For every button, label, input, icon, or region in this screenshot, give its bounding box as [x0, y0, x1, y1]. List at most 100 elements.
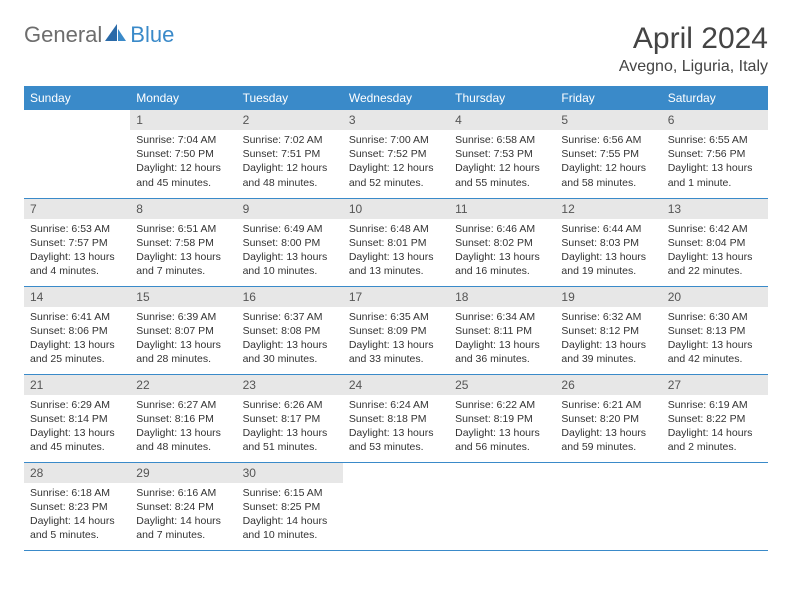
calendar-cell: 23Sunrise: 6:26 AMSunset: 8:17 PMDayligh… — [237, 374, 343, 462]
daylight-text: Daylight: 14 hours — [668, 426, 762, 440]
daylight-text: Daylight: 13 hours — [243, 250, 337, 264]
sunrise-text: Sunrise: 6:18 AM — [30, 486, 124, 500]
daylight-text: and 52 minutes. — [349, 176, 443, 190]
sunrise-text: Sunrise: 7:00 AM — [349, 133, 443, 147]
day-body: Sunrise: 6:49 AMSunset: 8:00 PMDaylight:… — [237, 219, 343, 285]
calendar-cell — [24, 110, 130, 198]
daylight-text: Daylight: 12 hours — [243, 161, 337, 175]
sunrise-text: Sunrise: 6:19 AM — [668, 398, 762, 412]
calendar-cell: 12Sunrise: 6:44 AMSunset: 8:03 PMDayligh… — [555, 198, 661, 286]
daylight-text: and 33 minutes. — [349, 352, 443, 366]
daylight-text: and 28 minutes. — [136, 352, 230, 366]
sunset-text: Sunset: 8:03 PM — [561, 236, 655, 250]
day-body: Sunrise: 6:24 AMSunset: 8:18 PMDaylight:… — [343, 395, 449, 461]
calendar-row: 1Sunrise: 7:04 AMSunset: 7:50 PMDaylight… — [24, 110, 768, 198]
daylight-text: Daylight: 13 hours — [136, 426, 230, 440]
daylight-text: and 22 minutes. — [668, 264, 762, 278]
daylight-text: Daylight: 12 hours — [455, 161, 549, 175]
calendar-body: 1Sunrise: 7:04 AMSunset: 7:50 PMDaylight… — [24, 110, 768, 550]
sunrise-text: Sunrise: 6:55 AM — [668, 133, 762, 147]
daylight-text: Daylight: 12 hours — [561, 161, 655, 175]
sunset-text: Sunset: 8:04 PM — [668, 236, 762, 250]
day-number: 22 — [130, 375, 236, 395]
day-number: 18 — [449, 287, 555, 307]
day-number: 29 — [130, 463, 236, 483]
sunset-text: Sunset: 8:02 PM — [455, 236, 549, 250]
location-label: Avegno, Liguria, Italy — [619, 58, 768, 76]
sunset-text: Sunset: 8:06 PM — [30, 324, 124, 338]
daylight-text: and 16 minutes. — [455, 264, 549, 278]
day-body: Sunrise: 6:19 AMSunset: 8:22 PMDaylight:… — [662, 395, 768, 461]
sunset-text: Sunset: 8:25 PM — [243, 500, 337, 514]
sunrise-text: Sunrise: 6:49 AM — [243, 222, 337, 236]
sunset-text: Sunset: 7:55 PM — [561, 147, 655, 161]
day-body: Sunrise: 6:16 AMSunset: 8:24 PMDaylight:… — [130, 483, 236, 549]
day-body: Sunrise: 7:02 AMSunset: 7:51 PMDaylight:… — [237, 130, 343, 196]
sunrise-text: Sunrise: 6:37 AM — [243, 310, 337, 324]
sunset-text: Sunset: 7:58 PM — [136, 236, 230, 250]
sunset-text: Sunset: 8:12 PM — [561, 324, 655, 338]
calendar-cell: 19Sunrise: 6:32 AMSunset: 8:12 PMDayligh… — [555, 286, 661, 374]
daylight-text: and 48 minutes. — [136, 440, 230, 454]
sunset-text: Sunset: 8:09 PM — [349, 324, 443, 338]
day-body: Sunrise: 6:35 AMSunset: 8:09 PMDaylight:… — [343, 307, 449, 373]
sunset-text: Sunset: 8:20 PM — [561, 412, 655, 426]
daylight-text: and 7 minutes. — [136, 528, 230, 542]
logo-text-blue: Blue — [130, 22, 174, 48]
sunrise-text: Sunrise: 7:02 AM — [243, 133, 337, 147]
daylight-text: Daylight: 13 hours — [668, 161, 762, 175]
calendar-cell — [449, 462, 555, 550]
day-body: Sunrise: 6:41 AMSunset: 8:06 PMDaylight:… — [24, 307, 130, 373]
daylight-text: and 13 minutes. — [349, 264, 443, 278]
logo-text-general: General — [24, 22, 102, 48]
sunrise-text: Sunrise: 6:35 AM — [349, 310, 443, 324]
header: General Blue April 2024 Avegno, Liguria,… — [24, 22, 768, 76]
daylight-text: Daylight: 13 hours — [455, 250, 549, 264]
day-body: Sunrise: 6:42 AMSunset: 8:04 PMDaylight:… — [662, 219, 768, 285]
day-body: Sunrise: 6:39 AMSunset: 8:07 PMDaylight:… — [130, 307, 236, 373]
daylight-text: Daylight: 13 hours — [243, 338, 337, 352]
daylight-text: and 30 minutes. — [243, 352, 337, 366]
sunset-text: Sunset: 7:50 PM — [136, 147, 230, 161]
daylight-text: and 59 minutes. — [561, 440, 655, 454]
sunrise-text: Sunrise: 6:39 AM — [136, 310, 230, 324]
day-number: 11 — [449, 199, 555, 219]
daylight-text: and 25 minutes. — [30, 352, 124, 366]
day-number: 25 — [449, 375, 555, 395]
daylight-text: Daylight: 12 hours — [136, 161, 230, 175]
sunset-text: Sunset: 8:11 PM — [455, 324, 549, 338]
daylight-text: and 55 minutes. — [455, 176, 549, 190]
daylight-text: Daylight: 13 hours — [30, 338, 124, 352]
sunrise-text: Sunrise: 6:16 AM — [136, 486, 230, 500]
calendar-cell: 28Sunrise: 6:18 AMSunset: 8:23 PMDayligh… — [24, 462, 130, 550]
sunrise-text: Sunrise: 7:04 AM — [136, 133, 230, 147]
sunset-text: Sunset: 8:24 PM — [136, 500, 230, 514]
calendar-header-row: Sunday Monday Tuesday Wednesday Thursday… — [24, 86, 768, 110]
calendar-cell: 25Sunrise: 6:22 AMSunset: 8:19 PMDayligh… — [449, 374, 555, 462]
weekday-header: Monday — [130, 86, 236, 110]
day-body: Sunrise: 6:30 AMSunset: 8:13 PMDaylight:… — [662, 307, 768, 373]
day-number: 26 — [555, 375, 661, 395]
day-number: 30 — [237, 463, 343, 483]
calendar-cell: 8Sunrise: 6:51 AMSunset: 7:58 PMDaylight… — [130, 198, 236, 286]
calendar-cell: 27Sunrise: 6:19 AMSunset: 8:22 PMDayligh… — [662, 374, 768, 462]
calendar-cell: 24Sunrise: 6:24 AMSunset: 8:18 PMDayligh… — [343, 374, 449, 462]
sunset-text: Sunset: 8:17 PM — [243, 412, 337, 426]
sunset-text: Sunset: 8:16 PM — [136, 412, 230, 426]
sunset-text: Sunset: 8:22 PM — [668, 412, 762, 426]
sunrise-text: Sunrise: 6:30 AM — [668, 310, 762, 324]
calendar-table: Sunday Monday Tuesday Wednesday Thursday… — [24, 86, 768, 551]
daylight-text: and 53 minutes. — [349, 440, 443, 454]
daylight-text: and 51 minutes. — [243, 440, 337, 454]
daylight-text: Daylight: 13 hours — [455, 426, 549, 440]
calendar-cell: 17Sunrise: 6:35 AMSunset: 8:09 PMDayligh… — [343, 286, 449, 374]
sunrise-text: Sunrise: 6:44 AM — [561, 222, 655, 236]
day-body: Sunrise: 6:55 AMSunset: 7:56 PMDaylight:… — [662, 130, 768, 196]
day-body: Sunrise: 6:34 AMSunset: 8:11 PMDaylight:… — [449, 307, 555, 373]
calendar-cell: 29Sunrise: 6:16 AMSunset: 8:24 PMDayligh… — [130, 462, 236, 550]
daylight-text: and 10 minutes. — [243, 264, 337, 278]
calendar-cell: 18Sunrise: 6:34 AMSunset: 8:11 PMDayligh… — [449, 286, 555, 374]
weekday-header: Sunday — [24, 86, 130, 110]
day-number: 4 — [449, 110, 555, 130]
daylight-text: Daylight: 14 hours — [243, 514, 337, 528]
